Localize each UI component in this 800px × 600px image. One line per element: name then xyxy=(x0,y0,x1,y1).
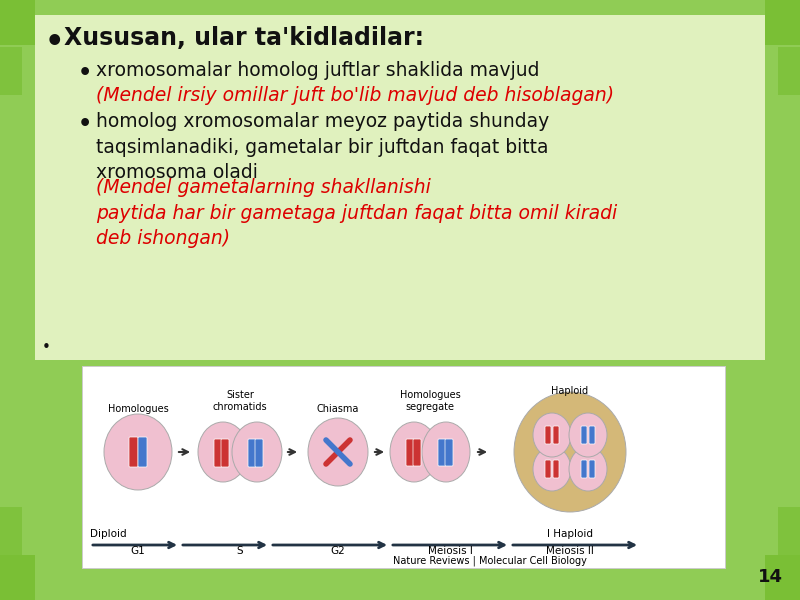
FancyBboxPatch shape xyxy=(553,426,559,444)
Text: G2: G2 xyxy=(330,546,346,556)
FancyBboxPatch shape xyxy=(438,439,446,466)
Text: Haploid: Haploid xyxy=(551,386,589,396)
FancyBboxPatch shape xyxy=(255,439,263,467)
Ellipse shape xyxy=(533,413,571,457)
FancyBboxPatch shape xyxy=(581,460,587,478)
Ellipse shape xyxy=(569,413,607,457)
Text: •: • xyxy=(78,63,92,83)
Text: Nature Reviews | Molecular Cell Biology: Nature Reviews | Molecular Cell Biology xyxy=(393,556,587,566)
FancyBboxPatch shape xyxy=(778,47,800,95)
Text: Homologues
segregate: Homologues segregate xyxy=(400,391,460,412)
Text: 14: 14 xyxy=(758,568,783,586)
Ellipse shape xyxy=(232,422,282,482)
FancyBboxPatch shape xyxy=(589,460,595,478)
FancyBboxPatch shape xyxy=(0,47,22,95)
Ellipse shape xyxy=(308,418,368,486)
Text: I Haploid: I Haploid xyxy=(547,529,593,539)
Text: Diploid: Diploid xyxy=(90,529,126,539)
FancyBboxPatch shape xyxy=(129,437,138,467)
Ellipse shape xyxy=(533,447,571,491)
FancyBboxPatch shape xyxy=(248,439,256,467)
FancyBboxPatch shape xyxy=(581,426,587,444)
Ellipse shape xyxy=(569,447,607,491)
FancyBboxPatch shape xyxy=(589,426,595,444)
FancyBboxPatch shape xyxy=(0,555,35,600)
FancyBboxPatch shape xyxy=(0,507,22,555)
Text: homolog xromosomalar meyoz paytida shunday
taqsimlanadiki, gametalar bir juftdan: homolog xromosomalar meyoz paytida shund… xyxy=(96,112,550,182)
Text: G1: G1 xyxy=(130,546,146,556)
FancyBboxPatch shape xyxy=(221,439,229,467)
Text: (Mendel gametalarning shakllanishi
paytida har bir gametaga juftdan faqat bitta : (Mendel gametalarning shakllanishi payti… xyxy=(96,178,618,248)
FancyBboxPatch shape xyxy=(778,507,800,555)
FancyBboxPatch shape xyxy=(545,426,551,444)
Ellipse shape xyxy=(390,422,438,482)
FancyBboxPatch shape xyxy=(82,366,725,568)
Text: •: • xyxy=(78,114,92,134)
Text: Sister
chromatids: Sister chromatids xyxy=(213,391,267,412)
FancyBboxPatch shape xyxy=(0,0,35,45)
Text: Homologues: Homologues xyxy=(108,404,168,414)
FancyBboxPatch shape xyxy=(445,439,453,466)
Text: (Mendel irsiy omillar juft bo'lib mavjud deb hisoblagan): (Mendel irsiy omillar juft bo'lib mavjud… xyxy=(96,86,614,105)
Text: Chiasma: Chiasma xyxy=(317,404,359,414)
Ellipse shape xyxy=(198,422,248,482)
Ellipse shape xyxy=(104,414,172,490)
Text: •: • xyxy=(45,28,65,57)
Text: Meiosis II: Meiosis II xyxy=(546,546,594,556)
FancyBboxPatch shape xyxy=(413,439,421,466)
FancyBboxPatch shape xyxy=(406,439,414,466)
Text: Xususan, ular ta'kidladilar:: Xususan, ular ta'kidladilar: xyxy=(64,26,424,50)
FancyBboxPatch shape xyxy=(35,15,765,360)
Ellipse shape xyxy=(514,392,626,512)
FancyBboxPatch shape xyxy=(138,437,147,467)
Text: •: • xyxy=(42,340,51,355)
Text: S: S xyxy=(237,546,243,556)
Text: xromosomalar homolog juftlar shaklida mavjud: xromosomalar homolog juftlar shaklida ma… xyxy=(96,61,546,80)
Text: Meiosis I: Meiosis I xyxy=(427,546,473,556)
FancyBboxPatch shape xyxy=(765,555,800,600)
Ellipse shape xyxy=(422,422,470,482)
FancyBboxPatch shape xyxy=(214,439,222,467)
FancyBboxPatch shape xyxy=(545,460,551,478)
FancyBboxPatch shape xyxy=(553,460,559,478)
FancyBboxPatch shape xyxy=(765,0,800,45)
